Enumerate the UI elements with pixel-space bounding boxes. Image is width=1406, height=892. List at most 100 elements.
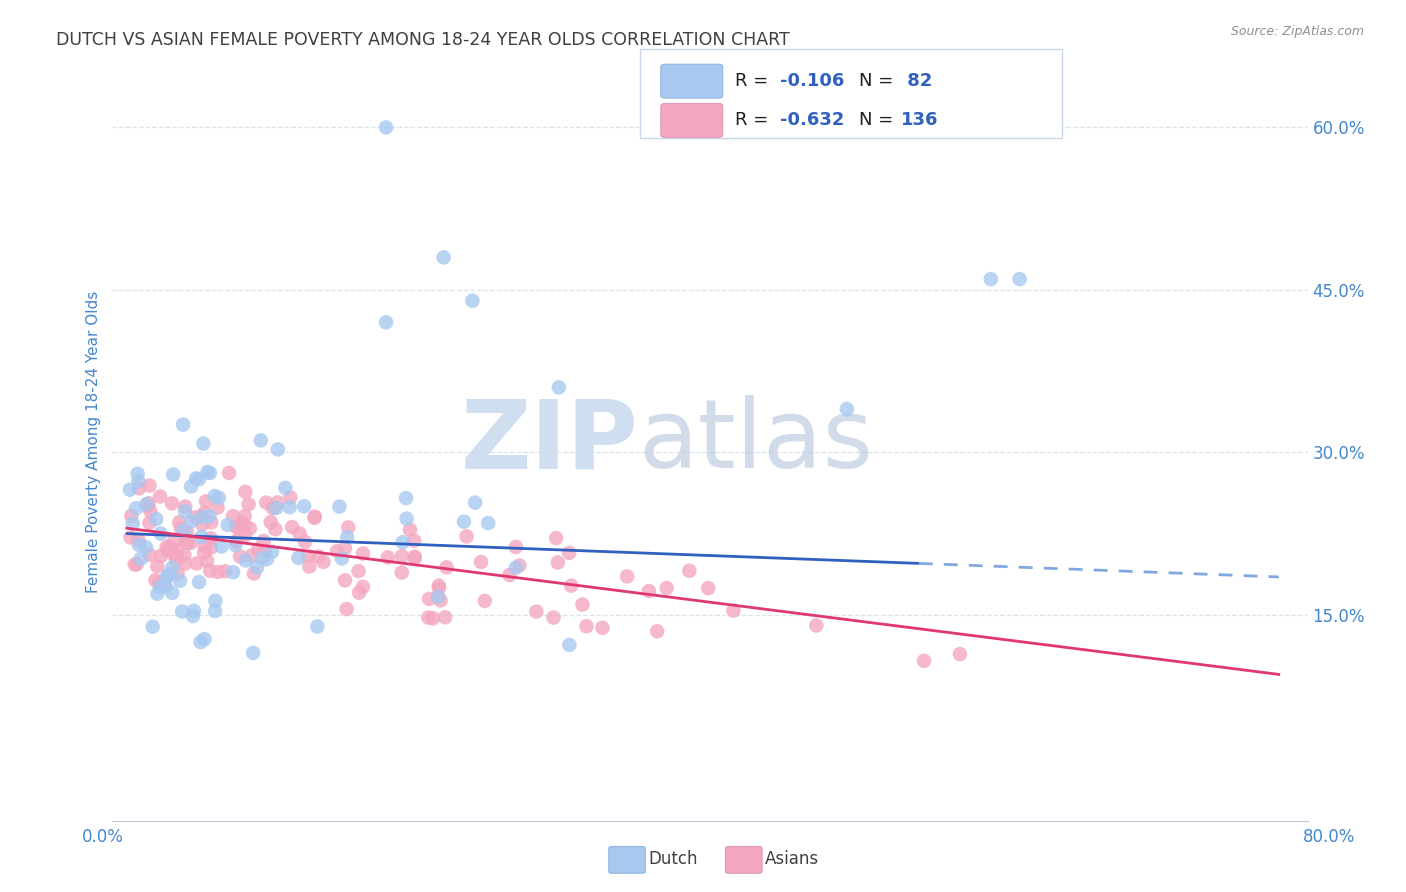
Text: N =: N = — [859, 112, 898, 129]
Point — [242, 646, 264, 660]
Point — [146, 587, 169, 601]
Point — [638, 584, 661, 599]
Point — [547, 380, 569, 394]
Point — [181, 609, 204, 624]
Point — [138, 496, 160, 510]
Point — [200, 516, 222, 530]
Point — [253, 533, 276, 548]
Point — [194, 494, 217, 508]
Point — [195, 554, 218, 568]
Point — [524, 605, 547, 619]
Point — [330, 551, 353, 566]
Point — [456, 529, 478, 543]
Point — [172, 417, 194, 432]
Point — [474, 594, 496, 608]
Point — [224, 538, 246, 552]
Point — [156, 543, 179, 558]
Point — [197, 465, 219, 479]
Point — [120, 530, 142, 544]
Point — [160, 496, 183, 510]
Point — [294, 534, 316, 549]
Point — [377, 550, 399, 565]
Point — [162, 535, 184, 549]
Point — [200, 531, 222, 545]
Text: 82: 82 — [901, 72, 932, 90]
Point — [176, 524, 198, 539]
Point — [191, 517, 214, 532]
Point — [222, 509, 245, 524]
Point — [184, 510, 207, 524]
Point — [207, 500, 229, 515]
Point — [288, 526, 311, 541]
Point — [139, 548, 162, 562]
Point — [399, 523, 422, 537]
Point — [149, 526, 172, 541]
Point — [655, 581, 678, 595]
Point — [167, 516, 190, 530]
Point — [404, 549, 426, 564]
Point — [217, 517, 239, 532]
Text: Dutch: Dutch — [648, 850, 697, 868]
Point — [198, 466, 221, 480]
Text: -0.632: -0.632 — [780, 112, 845, 129]
Point — [128, 538, 150, 552]
Point — [243, 566, 266, 581]
Point — [281, 520, 304, 534]
Point — [118, 483, 141, 497]
Point — [333, 574, 356, 588]
Point — [233, 484, 256, 499]
Text: ZIP: ZIP — [460, 395, 638, 488]
Point — [176, 532, 198, 546]
Text: -0.106: -0.106 — [780, 72, 845, 90]
Point — [193, 632, 215, 647]
Text: atlas: atlas — [638, 395, 873, 488]
Point — [180, 514, 202, 528]
Y-axis label: Female Poverty Among 18-24 Year Olds: Female Poverty Among 18-24 Year Olds — [86, 291, 101, 592]
Point — [246, 560, 269, 574]
Point — [169, 574, 191, 588]
Point — [125, 558, 148, 572]
Text: R =: R = — [735, 72, 775, 90]
Point — [142, 620, 165, 634]
Point — [287, 551, 309, 566]
Point — [198, 564, 221, 578]
Point — [174, 557, 197, 571]
Point — [204, 604, 226, 618]
Point — [678, 564, 700, 578]
Point — [193, 546, 215, 560]
Point — [163, 547, 186, 561]
Point — [498, 568, 520, 582]
Point — [645, 624, 668, 639]
Point — [464, 496, 486, 510]
Point — [391, 566, 413, 580]
Point — [247, 542, 270, 557]
Point — [188, 575, 211, 590]
Text: N =: N = — [859, 72, 898, 90]
Point — [191, 509, 214, 524]
Point — [176, 535, 198, 549]
Point — [180, 535, 202, 549]
Text: 136: 136 — [901, 112, 939, 129]
Point — [162, 560, 184, 574]
Point — [174, 500, 197, 514]
Point — [336, 602, 359, 616]
Point — [166, 549, 188, 563]
Point — [546, 531, 568, 545]
Point — [139, 504, 162, 518]
Point — [191, 510, 214, 524]
Point — [697, 581, 720, 595]
Point — [616, 569, 638, 583]
Point — [186, 557, 208, 571]
Point — [172, 524, 194, 538]
Point — [575, 619, 598, 633]
Point — [308, 549, 330, 564]
Point — [433, 251, 456, 265]
Point — [266, 495, 288, 509]
Point — [239, 521, 262, 535]
Text: R =: R = — [735, 112, 775, 129]
Point — [436, 560, 458, 574]
Point — [120, 508, 142, 523]
Point — [148, 575, 170, 590]
Point — [190, 635, 212, 649]
Point — [156, 570, 179, 584]
